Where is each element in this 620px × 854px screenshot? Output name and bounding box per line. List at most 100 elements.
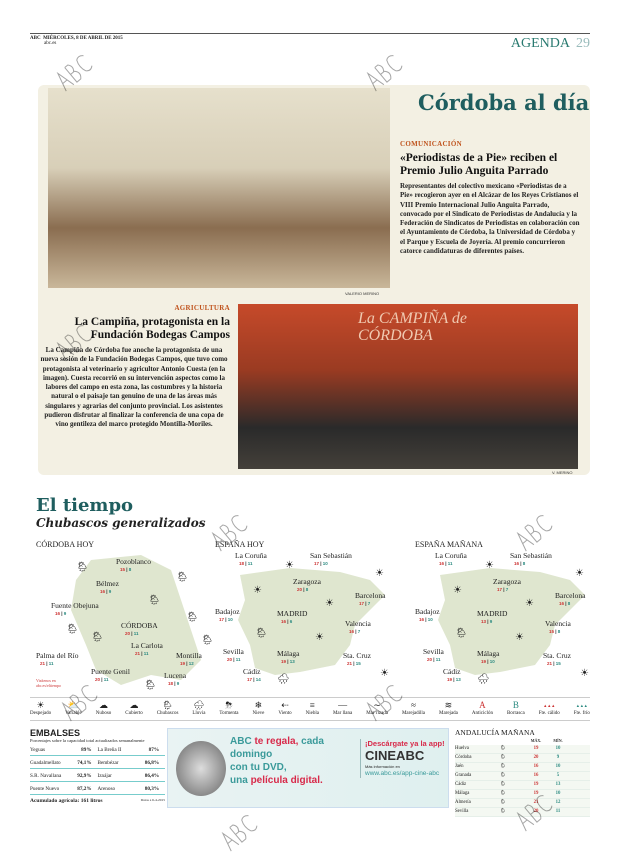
city-label: Barcelona: [555, 591, 586, 600]
legend-item: ☀ Despejado: [30, 700, 51, 720]
ad-text: te regala,: [254, 736, 299, 747]
andalucia-row: Cádiz 🌦 19 13: [455, 781, 590, 790]
ad-text: ABC: [230, 736, 252, 747]
legend-cubierto-icon: ☁: [129, 700, 139, 710]
legend-label: Mar llana: [332, 711, 353, 716]
temp-max: 17: [359, 601, 365, 606]
section-name: AGENDA: [510, 36, 570, 51]
city-temps: 20 | 11: [427, 657, 441, 662]
legend-label: Borrasca: [506, 711, 525, 716]
temp-min: 13: [555, 782, 561, 787]
legend-fte-c-lido-icon: ▲▲▲: [543, 703, 556, 708]
city-temps: 17 | 10: [314, 561, 328, 566]
legend-label: Variable: [65, 711, 82, 716]
legend-mar-llana-icon: —: [338, 700, 348, 710]
legend-item: ☁ Nuboso: [96, 700, 112, 720]
showers-icon: 🌦: [148, 595, 161, 606]
showers-icon: 🌦: [500, 809, 507, 814]
temp-max: 16: [100, 589, 106, 594]
sunny-icon: ☀: [575, 568, 584, 579]
legend-anticicl-n-icon: A: [479, 700, 486, 710]
ad-url[interactable]: www.abc.es/app-cine-abc: [365, 770, 440, 777]
temp-max: 16: [533, 773, 539, 778]
story-campina: AGRICULTURA La Campiña, protagonista en …: [38, 304, 230, 430]
legend-item: ▲▲▲ Fte. frío: [574, 700, 590, 720]
temp-max: 21: [533, 800, 539, 805]
legend-label: Mar rizada: [366, 711, 389, 716]
andalucia-row: Almería 🌦 21 12: [455, 799, 590, 808]
embalse-row: Puente Nuevo 87,2% Arenoso 80,3%: [30, 784, 165, 795]
showers-icon: 🌦: [500, 755, 507, 760]
city-label: San Sebastián: [310, 551, 352, 560]
city-temps: 16 | 6: [281, 619, 293, 624]
legend-despejado-icon: ☀: [36, 700, 45, 710]
embalse-name: Arenoso: [97, 786, 116, 792]
temp-min: 8: [305, 587, 309, 592]
ad-small: Más información en: [365, 764, 400, 769]
legend-item: ≡ Niebla: [306, 700, 319, 720]
temp-max: 16: [55, 611, 61, 616]
temp-min: 11: [48, 661, 54, 666]
showers-icon: 🌦: [144, 680, 157, 691]
temp-max: 20: [95, 677, 101, 682]
legend-label: Viento: [278, 711, 292, 716]
legend-item: — Mar llana: [333, 700, 352, 720]
legend-label: Cubierto: [125, 711, 143, 716]
rain-icon: 🌧: [277, 674, 290, 685]
city-label: Lucena: [164, 671, 187, 680]
temp-max: 19: [281, 659, 287, 664]
legend-nuboso-icon: ☁: [99, 700, 108, 710]
city-label: Sevilla: [423, 647, 444, 656]
map-shape: [438, 568, 585, 675]
temp-max: 21: [547, 661, 553, 666]
story-body: Representantes del colectivo mexicano «P…: [400, 182, 580, 256]
andalucia-row: Granada 🌦 16 5: [455, 772, 590, 781]
showers-icon: 🌦: [76, 562, 89, 573]
showers-icon: 🌦: [455, 628, 468, 639]
map-note[interactable]: Visítenos en abc.es/eltiempo: [36, 678, 61, 688]
city-temps: 16 | 11: [439, 561, 453, 566]
sunny-icon: ☀: [285, 560, 294, 571]
date: MIÉRCOLES, 8 DE ABRIL DE 2015: [43, 36, 123, 41]
city-label: Málaga: [477, 649, 500, 658]
embalses-desc: Porcentajes sobre la capacidad total act…: [30, 738, 145, 743]
legend-label: Nuboso: [95, 711, 112, 716]
section-label: COMUNICACIÓN: [400, 140, 462, 148]
temp-max: 21: [135, 651, 141, 656]
city-label: Málaga: [277, 649, 300, 658]
legend-item: ⛈ Tormenta: [219, 700, 238, 720]
legend-chubascos-icon: 🌦: [161, 700, 174, 710]
city-temps: 17 | 7: [497, 587, 509, 592]
temp-max: 17: [247, 677, 253, 682]
embalse-row: Guadalmellato 74,1% Bembézar 86,8%: [30, 758, 165, 769]
sunny-icon: ☀: [515, 632, 524, 643]
temp-max: 16: [559, 601, 565, 606]
temp-max: 19: [180, 661, 186, 666]
temp-min: 12: [188, 661, 194, 666]
map-shape: [238, 568, 385, 675]
cineabc-ad[interactable]: ABC te regala, cada domingo con tu DVD, …: [167, 728, 449, 808]
temp-min: 11: [103, 677, 109, 682]
temp-max: 20: [533, 809, 539, 814]
ad-text: una: [230, 775, 248, 786]
temp-min: 13: [289, 659, 295, 664]
andalucia-row: Jaén 🌦 16 10: [455, 763, 590, 772]
embalse-value: 74,1%: [77, 760, 92, 766]
photo-credit: V. MERINO: [552, 470, 573, 475]
showers-icon: 🌦: [500, 746, 507, 751]
header-meta: ABC MIÉRCOLES, 8 DE ABRIL DE 2015 abc.es: [30, 36, 123, 46]
legend-marejada-icon: ≋: [444, 700, 453, 710]
city-temps: 18 | 11: [239, 561, 253, 566]
showers-icon: 🌦: [500, 800, 507, 805]
embalse-name: Guadalmellato: [30, 760, 61, 766]
temp-max: 16: [439, 561, 445, 566]
city-label: Pozoblanco: [116, 557, 151, 566]
weather-legend: ☀ Despejado ⛅ Variable ☁ Nuboso ☁ Cubierto 🌦 Chub…: [30, 697, 590, 721]
city-name: Huelva: [455, 746, 469, 751]
map-shape: [71, 555, 201, 685]
temp-max: 18: [239, 561, 245, 566]
legend-label: Marejadilla: [401, 711, 426, 716]
sunny-icon: ☀: [315, 632, 324, 643]
legend-viento-icon: ⇠: [281, 700, 289, 710]
temp-min: 11: [435, 657, 441, 662]
